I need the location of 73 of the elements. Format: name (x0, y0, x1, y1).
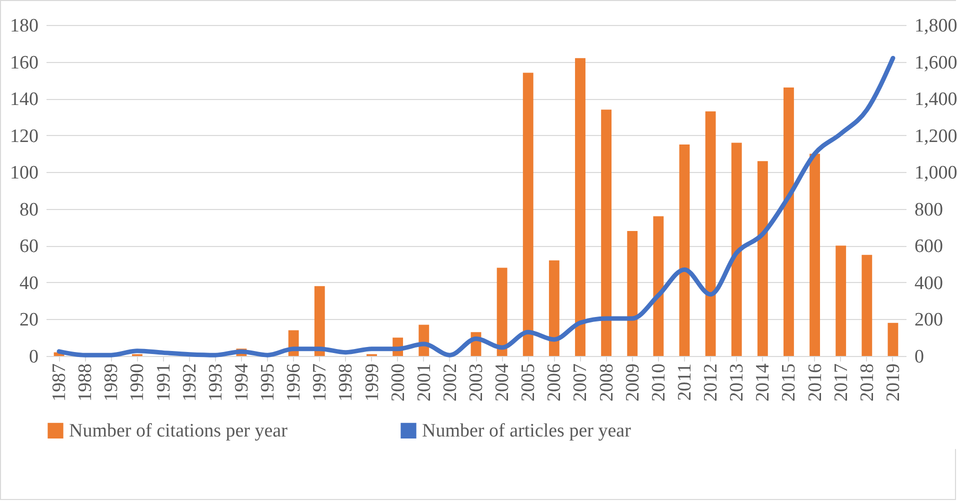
y2-tick-label: 1,600 (914, 52, 958, 74)
y-tick-label: 60 (20, 236, 38, 258)
x-tick-label: 2001 (414, 364, 435, 402)
x-tick-label: 1991 (153, 364, 174, 402)
y-tick-label: 20 (20, 310, 38, 331)
x-tick-label: 2000 (388, 364, 409, 402)
bar (653, 216, 664, 356)
bar (522, 72, 534, 356)
x-tick-label: 1994 (231, 363, 252, 402)
y2-tick-label: 200 (914, 310, 943, 331)
x-tick-label: 2006 (544, 364, 566, 402)
x-tick-label: 2019 (882, 364, 904, 402)
y2-tick-label: 0 (914, 346, 924, 368)
y2-tick-label: 1,800 (914, 16, 958, 36)
bar (601, 110, 612, 356)
x-tick-label: 1993 (205, 364, 226, 402)
bar (810, 154, 820, 356)
x-tick-label: 2004 (492, 363, 514, 402)
bar (314, 286, 325, 356)
bar (496, 268, 508, 356)
legend-label: Number of citations per year (69, 420, 288, 442)
x-tick-label: 2009 (622, 364, 644, 402)
y-tick-label: 0 (29, 346, 38, 368)
x-tick-label: 1988 (75, 364, 96, 402)
x-tick-label: 1995 (258, 364, 279, 402)
x-tick-label: 2015 (778, 364, 800, 402)
x-tick-label: 1990 (127, 364, 148, 402)
bar (679, 144, 690, 356)
x-tick-label: 2012 (700, 364, 722, 402)
x-tick-label: 1997 (310, 364, 331, 402)
x-tick-label: 1996 (284, 364, 305, 402)
x-tick-label: 1992 (179, 364, 200, 402)
x-tick-label: 2010 (648, 364, 670, 402)
x-tick-label: 1987 (49, 364, 70, 402)
legend-label: Number of articles per year (422, 420, 632, 442)
x-tick-label: 1999 (362, 364, 383, 402)
x-tick-label: 2011 (674, 364, 696, 401)
y-tick-label: 80 (20, 199, 38, 220)
y2-tick-label: 1,400 (914, 89, 958, 110)
x-tick-label: 2017 (830, 364, 852, 402)
y2-tick-label: 600 (914, 236, 943, 258)
x-tick-label: 2018 (856, 364, 878, 402)
x-tick-label: 2014 (752, 363, 774, 402)
bar (705, 111, 716, 356)
x-tick-label: 2007 (570, 364, 592, 402)
bar (888, 322, 898, 356)
bar (731, 142, 742, 356)
bar (862, 254, 872, 356)
x-tick-label: 2008 (596, 364, 618, 402)
y-tick-label: 120 (10, 126, 38, 147)
y-tick-label: 40 (20, 272, 38, 294)
x-tick-label: 2005 (518, 364, 540, 402)
line-series (56, 56, 896, 358)
bar (836, 246, 846, 356)
x-tick-label: 2003 (466, 364, 487, 402)
y2-tick-label: 400 (914, 272, 943, 294)
x-tick-label: 1998 (336, 364, 357, 402)
x-tick-label: 2016 (804, 364, 826, 402)
x-tick-label: 1989 (101, 364, 122, 402)
y2-tick-label: 1,000 (914, 162, 958, 184)
y-tick-label: 180 (10, 16, 38, 36)
y2-tick-label: 1,200 (914, 126, 958, 147)
bar (627, 230, 638, 356)
y-tick-label: 160 (10, 52, 38, 74)
y2-tick-label: 800 (914, 199, 943, 220)
y-tick-label: 140 (10, 89, 38, 110)
bar (548, 260, 560, 356)
bar (784, 88, 794, 356)
bar (757, 161, 768, 356)
bar (575, 58, 586, 356)
x-tick-label: 2013 (726, 364, 748, 402)
x-tick-label: 2002 (440, 364, 461, 402)
y-tick-label: 100 (10, 162, 38, 184)
